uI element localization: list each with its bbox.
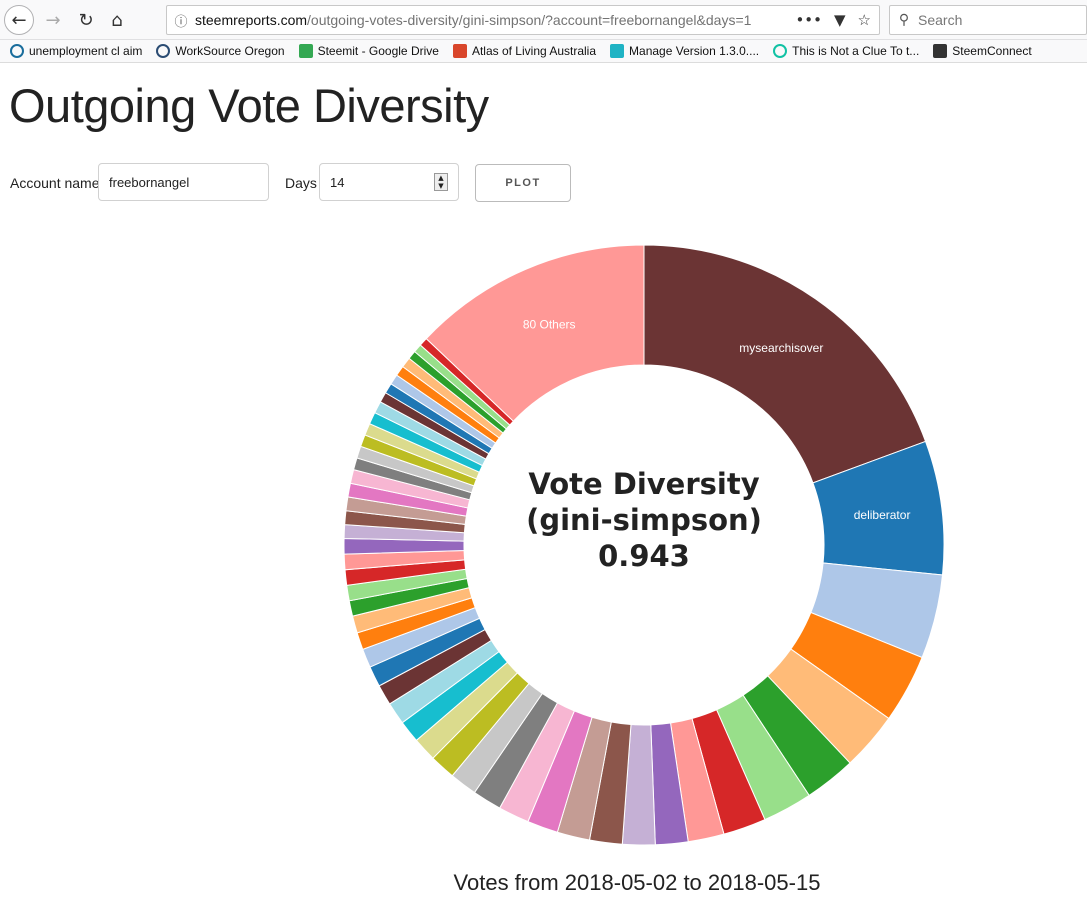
reload-icon[interactable]: ↻ <box>78 9 94 31</box>
bookmark-item[interactable]: unemployment cl aim <box>10 44 142 58</box>
bookmark-label: WorkSource Oregon <box>175 44 285 58</box>
bookmark-item[interactable]: WorkSource Oregon <box>156 44 285 58</box>
search-field[interactable]: ⚲ Search <box>889 5 1087 35</box>
circle-icon <box>773 44 788 58</box>
bookmarks-bar: unemployment cl aim WorkSource Oregon Stee… <box>0 40 1087 63</box>
donut-slice[interactable] <box>425 244 645 422</box>
bookmark-label: Manage Version 1.3.0.... <box>629 44 760 58</box>
account-name-value: freebornangel <box>109 174 190 190</box>
atlas-icon <box>452 44 467 58</box>
bookmark-label: Atlas of Living Australia <box>471 44 597 58</box>
back-arrow-icon[interactable]: ← <box>4 5 34 35</box>
donut-slice[interactable] <box>643 244 927 484</box>
gear-icon <box>610 44 625 58</box>
days-stepper[interactable]: ▲ ▼ <box>434 173 448 191</box>
bookmark-label: unemployment cl aim <box>29 44 143 58</box>
slice-label: 80 Others <box>523 318 576 332</box>
days-value: 14 <box>330 174 345 190</box>
center-subtitle-line: (gini-simpson) <box>526 503 762 537</box>
circle-icon <box>10 44 24 58</box>
account-name-input[interactable]: freebornangel <box>98 163 269 201</box>
circle-icon <box>156 44 171 58</box>
slice-label: deliberator <box>854 508 911 522</box>
address-bar[interactable]: ⓘ steemreports.com/outgoing-votes-divers… <box>166 5 880 35</box>
bookmark-item[interactable]: SteemConnect <box>933 44 1032 58</box>
browser-toolbar: ← → ↻ ⌂ ⓘ steemreports.com/outgoing-vote… <box>0 0 1087 40</box>
search-icon: ⚲ <box>898 12 910 28</box>
bookmark-item[interactable]: Atlas of Living Australia <box>452 44 597 58</box>
forward-arrow-icon[interactable]: → <box>45 9 61 31</box>
center-title-line: Vote Diversity <box>528 467 760 501</box>
diversity-center-label: Vote Diversity (gini-simpson) 0.943 <box>494 466 794 574</box>
bookmark-label: SteemConnect <box>952 44 1032 58</box>
search-placeholder: Search <box>918 12 963 28</box>
bookmark-label: Steemit - Google Drive <box>317 44 439 58</box>
home-icon[interactable]: ⌂ <box>111 9 123 31</box>
slice-label: mysearchisover <box>739 341 823 355</box>
bookmark-item[interactable]: Steemit - Google Drive <box>298 44 439 58</box>
url-text[interactable]: steemreports.com/outgoing-votes-diversit… <box>195 12 752 28</box>
page-title: Outgoing Vote Diversity <box>9 79 489 132</box>
bolt-icon <box>933 44 948 58</box>
bookmark-item[interactable]: Manage Version 1.3.0.... <box>610 44 759 58</box>
date-range-caption: Votes from 2018-05-02 to 2018-05-15 <box>453 870 821 895</box>
account-name-label: Account name <box>10 175 100 191</box>
diversity-value: 0.943 <box>598 539 690 573</box>
days-label: Days <box>285 175 317 191</box>
pocket-icon[interactable]: ▼ <box>834 11 846 29</box>
more-icon[interactable]: ••• <box>795 11 822 29</box>
bookmark-star-icon[interactable]: ☆ <box>857 11 871 29</box>
bookmark-item[interactable]: This is Not a Clue To t... <box>773 44 919 58</box>
bookmark-label: This is Not a Clue To t... <box>792 44 920 58</box>
drive-icon <box>298 44 313 58</box>
days-input[interactable]: 14 ▲ ▼ <box>319 163 459 201</box>
info-icon[interactable]: ⓘ <box>174 14 188 30</box>
plot-button[interactable]: PLOT <box>475 164 571 202</box>
